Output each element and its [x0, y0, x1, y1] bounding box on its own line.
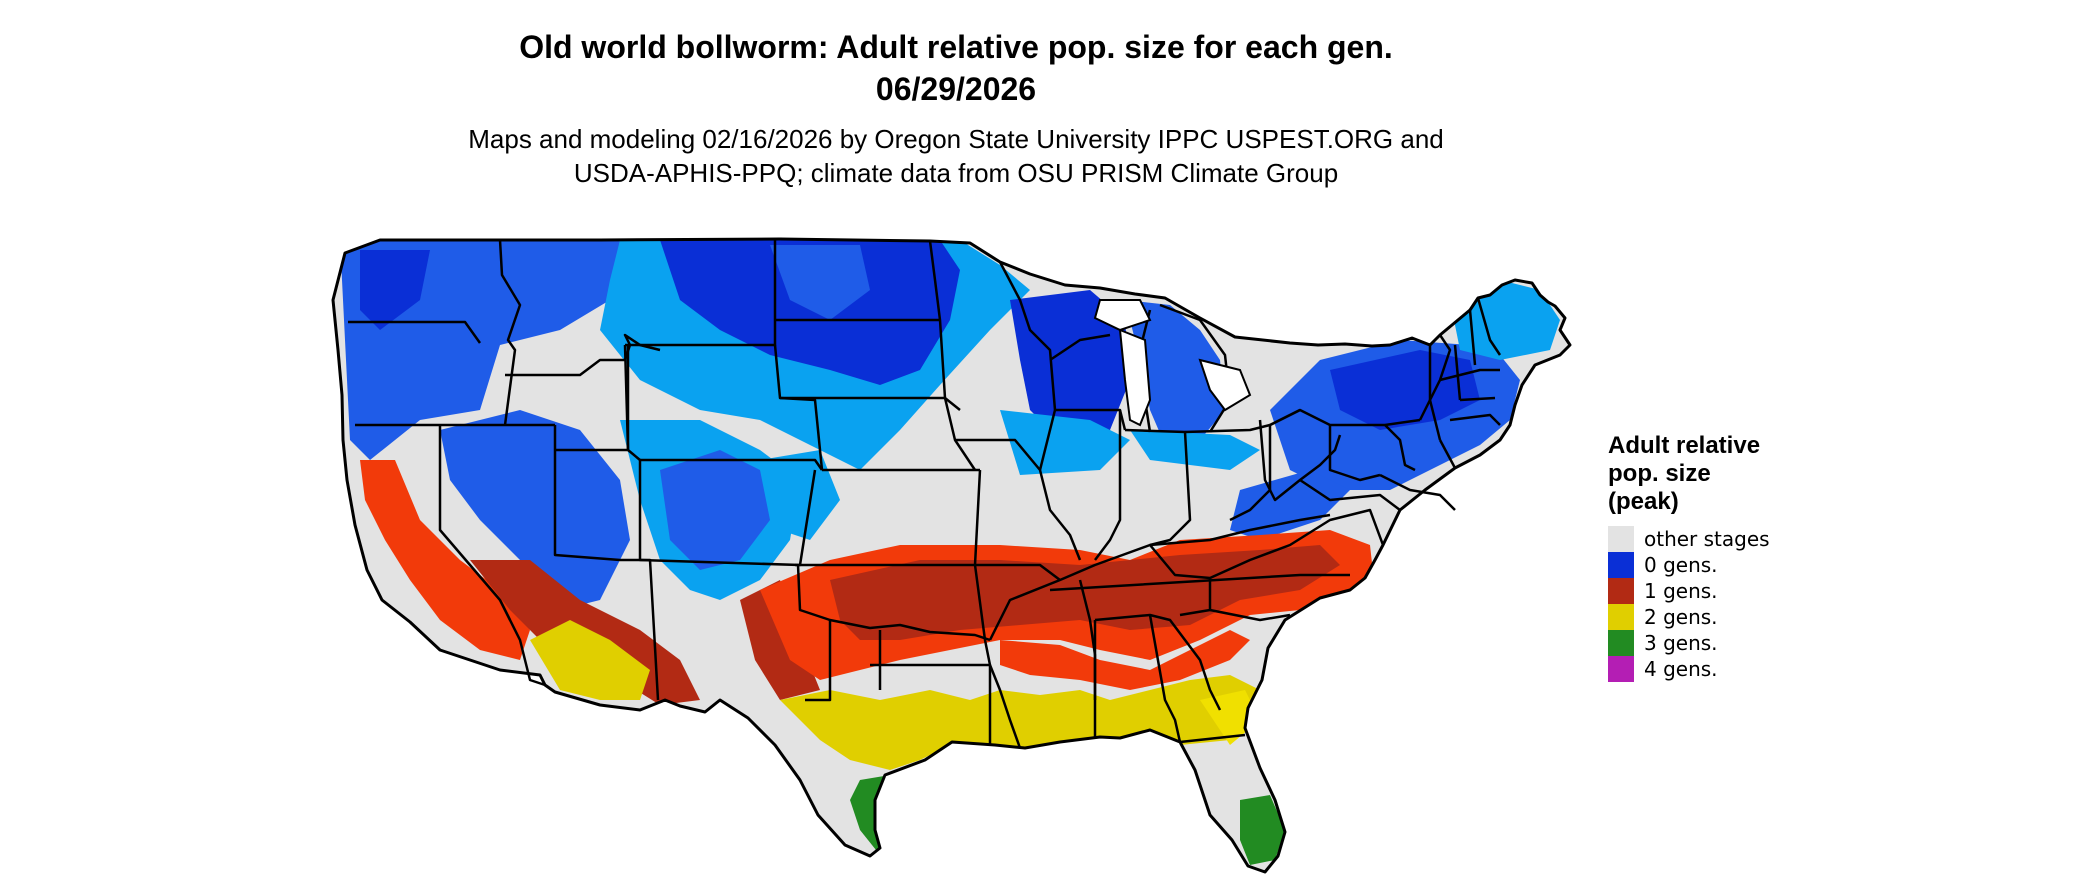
map-fill	[333, 239, 1570, 872]
legend-swatch	[1608, 656, 1634, 682]
legend-item: 1 gens.	[1608, 578, 1838, 604]
great-lakes	[1093, 299, 1252, 427]
legend-list: other stages 0 gens. 1 gens. 2 gens. 3 gens.…	[1608, 526, 1838, 682]
legend-title-line-1: Adult relative	[1608, 432, 1761, 459]
legend-swatch	[1608, 552, 1634, 578]
legend-label: 0 gens.	[1644, 553, 1718, 577]
legend-item: 4 gens.	[1608, 656, 1838, 682]
map-title: Old world bollworm: Adult relative pop. …	[0, 26, 1912, 110]
legend-label: 1 gens.	[1644, 579, 1718, 603]
zone-0-gens	[340, 240, 1560, 610]
title-line-2: 06/29/2026	[875, 71, 1037, 107]
subtitle-line-1: Maps and modeling 02/16/2026 by Oregon S…	[468, 124, 1444, 154]
title-line-1: Old world bollworm: Adult relative pop. …	[519, 29, 1393, 65]
legend-label: 4 gens.	[1644, 657, 1718, 681]
legend-swatch	[1608, 630, 1634, 656]
legend-title: Adult relative pop. size (peak)	[1608, 432, 1838, 516]
legend-label: 2 gens.	[1644, 605, 1718, 629]
legend-swatch	[1608, 526, 1634, 552]
legend-item: 3 gens.	[1608, 630, 1838, 656]
legend: Adult relative pop. size (peak) other st…	[1608, 432, 1838, 682]
legend-label: other stages	[1644, 527, 1770, 551]
legend-swatch	[1608, 578, 1634, 604]
legend-item: 2 gens.	[1608, 604, 1838, 630]
legend-item: 0 gens.	[1608, 552, 1838, 578]
state-borders	[331, 237, 1572, 874]
zone-2-gens	[530, 620, 1260, 770]
legend-item: other stages	[1608, 526, 1838, 552]
legend-title-line-2: pop. size	[1608, 460, 1711, 487]
subtitle-line-2: USDA-APHIS-PPQ; climate data from OSU PR…	[573, 158, 1339, 188]
legend-label: 3 gens.	[1644, 631, 1718, 655]
legend-title-line-3: (peak)	[1608, 488, 1679, 515]
map-subtitle: Maps and modeling 02/16/2026 by Oregon S…	[0, 122, 1912, 190]
legend-swatch	[1608, 604, 1634, 630]
